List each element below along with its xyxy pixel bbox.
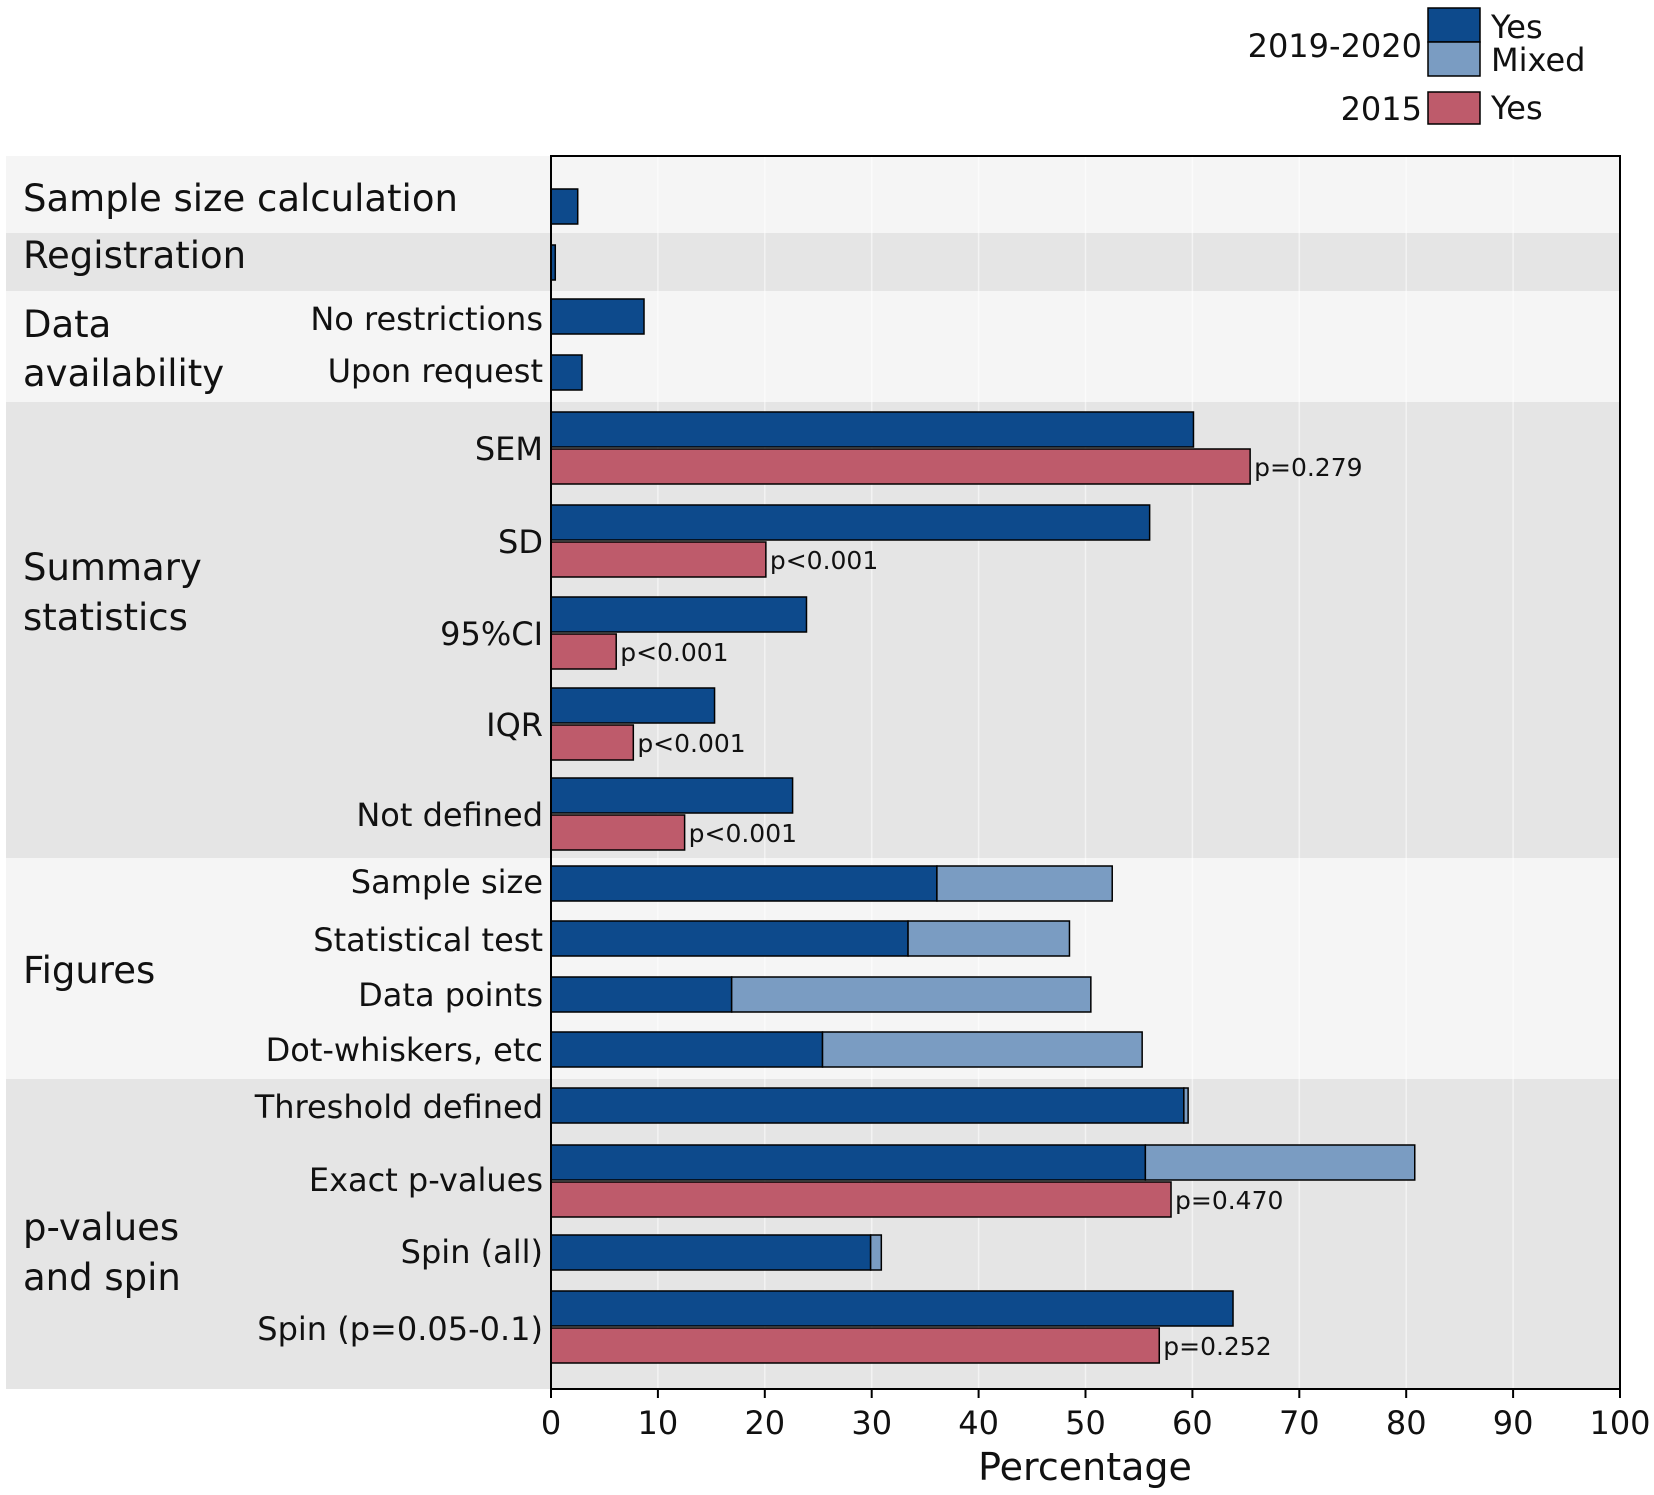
bar-2019-yes (550, 1031, 824, 1068)
bar-2015-yes (550, 1181, 1172, 1218)
p-value-label: p<0.001 (770, 546, 878, 575)
row-label: Statistical test (313, 921, 543, 959)
bar-2019-yes (550, 777, 794, 814)
bar-2015-yes (550, 1327, 1161, 1364)
bar-2019-yes (550, 354, 583, 391)
p-value-label: p<0.001 (620, 638, 728, 667)
section-label-line: p-values (23, 1206, 179, 1249)
section-band (6, 156, 1620, 233)
p-value-label: p<0.001 (637, 729, 745, 758)
row-label: Threshold defined (254, 1088, 543, 1126)
x-tick-label: 50 (1065, 1404, 1106, 1442)
legend-swatch (1427, 91, 1481, 125)
bar-2019-yes (550, 1144, 1147, 1181)
section-label-line: Registration (23, 234, 246, 277)
x-tick-label: 100 (1589, 1404, 1650, 1442)
section-label-line: Data (23, 303, 111, 346)
bar-2019-yes (550, 920, 909, 957)
section-label: Registration (23, 234, 246, 277)
legend-group-label: 2019-2020 (1248, 27, 1422, 65)
row-label: Exact p-values (309, 1161, 543, 1199)
row-labels: No restrictions Upon request SEM SD 95%CI IQR… (254, 300, 543, 1348)
bar-2019-yes (550, 411, 1195, 448)
legend-entry-label: Yes (1490, 89, 1543, 127)
x-axis-label: Percentage (978, 1445, 1192, 1489)
section-label-line: Summary (23, 546, 202, 589)
x-tick-label: 10 (638, 1404, 679, 1442)
section-band (6, 291, 1620, 402)
bar-2015-yes (550, 633, 617, 670)
row-label: Not defined (356, 796, 543, 834)
row-label: No restrictions (310, 300, 543, 338)
row-label: Upon request (328, 352, 543, 390)
x-tick-label: 30 (851, 1404, 892, 1442)
bar-2019-yes (550, 976, 733, 1013)
bar-2015-yes (550, 814, 686, 851)
row-label: SD (498, 523, 543, 561)
x-tick-label: 80 (1386, 1404, 1427, 1442)
row-label: Spin (all) (401, 1233, 543, 1271)
row-label: Data points (358, 976, 543, 1014)
bar-2019-mixed (821, 1031, 1143, 1068)
section-label-line: statistics (23, 596, 188, 639)
bar-2019-mixed (1183, 1087, 1189, 1124)
row-label: Sample size (351, 863, 543, 901)
legend-entry-label: Mixed (1491, 41, 1585, 79)
section-band (6, 233, 1620, 291)
bar-2019-mixed (907, 920, 1071, 957)
section-label: Figures (23, 949, 155, 992)
x-tick-label: 70 (1279, 1404, 1320, 1442)
p-value-label: p<0.001 (689, 819, 797, 848)
row-label: Spin (p=0.05-0.1) (257, 1310, 543, 1348)
legend-group-label: 2015 (1341, 90, 1422, 128)
bar-2019-mixed (869, 1234, 883, 1271)
section-label: Summary statistics (23, 546, 202, 639)
x-tick-label: 90 (1493, 1404, 1534, 1442)
bar-2015-yes (550, 448, 1251, 485)
row-label: 95%CI (440, 615, 543, 653)
x-tick-label: 20 (744, 1404, 785, 1442)
bar-2019-yes (550, 687, 716, 724)
row-label: IQR (486, 706, 543, 744)
bar-2019-yes (550, 1290, 1234, 1327)
section-label: Sample size calculation (23, 177, 458, 220)
section-label: p-values and spin (23, 1206, 181, 1299)
bar-2019-mixed (1144, 1144, 1416, 1181)
x-tick-label: 0 (541, 1404, 561, 1442)
section-label-line: Sample size calculation (23, 177, 458, 220)
section-label: Data availability (23, 303, 224, 395)
bar-2015-yes (550, 724, 635, 761)
section-label-line: and spin (23, 1256, 181, 1299)
row-label: SEM (475, 430, 543, 468)
row-label: Dot-whiskers, etc (266, 1031, 543, 1069)
x-tick-label: 60 (1172, 1404, 1213, 1442)
x-tick-label: 40 (958, 1404, 999, 1442)
legend-swatch (1427, 7, 1481, 43)
legend-entry-label: Yes (1490, 8, 1543, 46)
x-axis: Percentage 0 10 20 30 40 50 60 70 80 90 100 (541, 1389, 1651, 1489)
bar-2019-yes (550, 298, 645, 335)
section-label-line: Figures (23, 949, 155, 992)
p-value-label: p=0.279 (1254, 453, 1362, 482)
bar-2019-yes (550, 865, 938, 902)
bar-2019-yes (550, 188, 579, 225)
legend-swatch (1427, 41, 1481, 77)
bar-2015-yes (550, 541, 767, 578)
bar-2019-yes (550, 596, 808, 633)
bar-2019-yes (550, 1234, 872, 1271)
bars (550, 188, 1416, 1364)
bar-2019-mixed (730, 976, 1092, 1013)
section-label-line: availability (23, 352, 224, 395)
bar-2019-mixed (936, 865, 1113, 902)
bar-2019-yes (550, 504, 1151, 541)
p-value-label: p=0.252 (1163, 1332, 1271, 1361)
bar-2019-yes (550, 1087, 1185, 1124)
p-value-label: p=0.470 (1175, 1186, 1283, 1215)
section-labels: Sample size calculation Registration Data a… (23, 177, 458, 1299)
p-value-labels: p=0.279 p<0.001 p<0.001 p<0.001 p<0.001 p=0.4… (620, 453, 1362, 1361)
